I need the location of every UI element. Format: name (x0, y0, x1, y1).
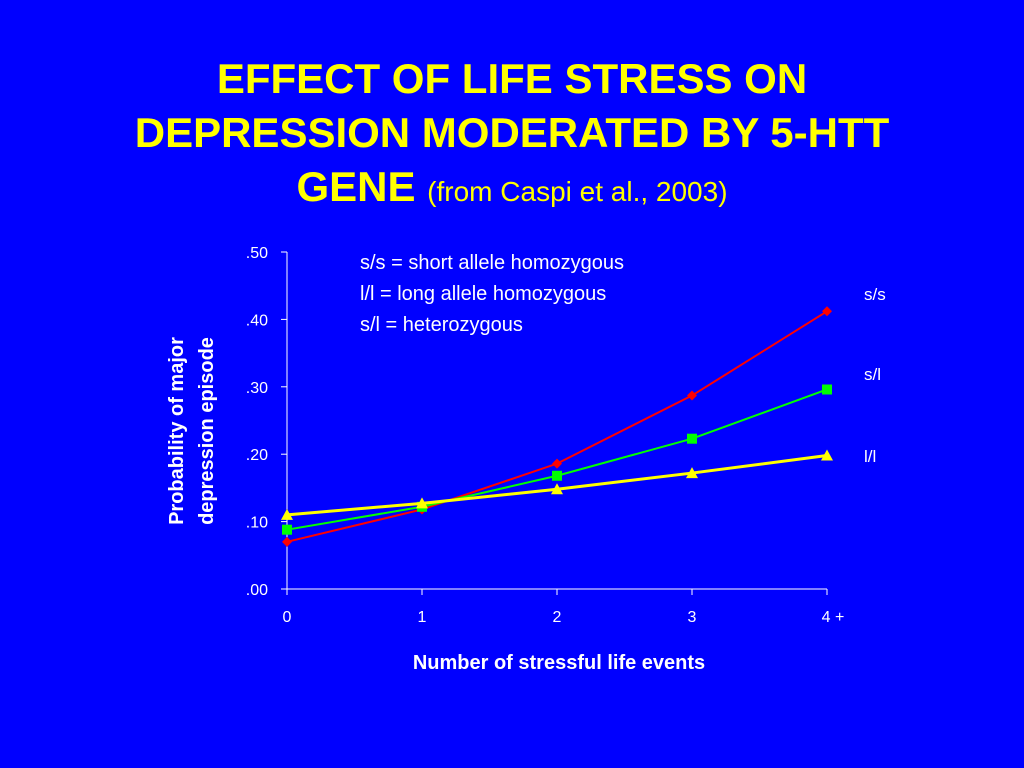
title-line-1: EFFECT OF LIFE STRESS ON (216, 55, 808, 102)
point-sl (822, 384, 832, 395)
point-sl (687, 433, 697, 444)
series-label-sl: s/l (864, 365, 881, 384)
y-tick-label: .10 (246, 515, 268, 532)
title-line-2: DEPRESSION MODERATED BY 5-HTT (134, 109, 890, 156)
slide-title: EFFECT OF LIFE STRESS ON DEPRESSION MODE… (0, 52, 1024, 219)
x-tick-label: 2 (553, 609, 562, 626)
series-label-ss: s/s (864, 285, 886, 304)
title-line-3: GENE (from Caspi et al., 2003) (0, 160, 1024, 219)
x-tick-label: 3 (688, 609, 697, 626)
series-label-ll: l/l (864, 447, 876, 466)
y-tick-label: .50 (246, 245, 268, 262)
legend-note: l/l = long allele homozygous (360, 283, 606, 305)
point-ll (416, 497, 428, 509)
y-tick-label: .20 (246, 447, 268, 464)
x-axis-title: Number of stressful life events (413, 652, 705, 674)
point-ss (822, 306, 832, 317)
point-ss (282, 536, 292, 547)
y-tick-label: .40 (246, 312, 268, 329)
point-ll (551, 483, 563, 495)
point-ll (821, 449, 833, 461)
point-ll (281, 508, 293, 520)
y-tick-label: .30 (246, 380, 268, 397)
title-line-3-text: GENE (296, 163, 416, 210)
title-source: (from Caspi et al., 2003) (427, 176, 728, 207)
point-sl (282, 524, 292, 535)
point-ll (686, 467, 698, 479)
legend-note: s/s = short allele homozygous (360, 252, 624, 274)
y-axis-title-line-2: depression episode (196, 337, 218, 525)
x-tick-label: 1 (418, 609, 427, 626)
y-axis-title-line-1: Probability of major (166, 337, 188, 525)
x-tick-label: 0 (283, 609, 292, 626)
y-tick-label: .00 (246, 582, 268, 599)
point-sl (552, 470, 562, 481)
point-ss (552, 458, 562, 469)
point-ss (687, 390, 697, 401)
legend-note: s/l = heterozygous (360, 314, 523, 336)
x-tick-label: 4 + (822, 609, 845, 626)
